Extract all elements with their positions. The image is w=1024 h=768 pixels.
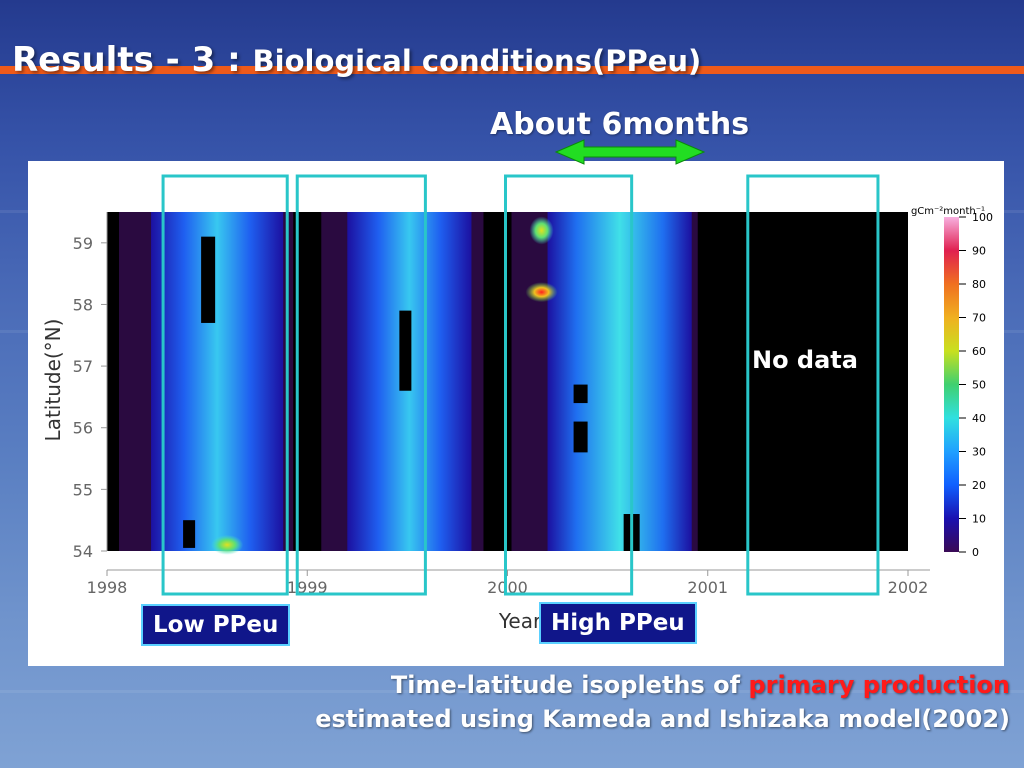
title-sub: Biological conditions(PPeu) bbox=[252, 44, 702, 78]
missing-patch bbox=[201, 236, 216, 323]
highlight-box bbox=[746, 174, 880, 596]
x-tick-label: 1998 bbox=[87, 578, 128, 597]
six-month-arrow bbox=[554, 139, 706, 165]
caption-highlight: primary production bbox=[748, 671, 1010, 699]
x-tick-label: 2000 bbox=[487, 578, 528, 597]
figure-caption: Time-latitude isopleths of primary produ… bbox=[0, 668, 1010, 736]
x-tick-label: 2002 bbox=[888, 578, 929, 597]
production-band bbox=[151, 212, 284, 551]
colorbar-tick-label: 100 bbox=[972, 211, 993, 224]
missing-region bbox=[107, 212, 120, 551]
data-peak bbox=[211, 534, 244, 555]
production-band bbox=[547, 212, 692, 551]
no-data-label: No data bbox=[752, 346, 858, 374]
highlight-boxes bbox=[161, 174, 880, 596]
y-tick-label: 55 bbox=[73, 480, 93, 499]
caption-line2: estimated using Kameda and Ishizaka mode… bbox=[315, 705, 1010, 733]
highlight-box bbox=[161, 174, 289, 596]
low-ppeu-label: Low PPeu bbox=[141, 604, 291, 646]
missing-patch bbox=[573, 384, 588, 404]
highlight-box bbox=[503, 174, 634, 596]
caption-line1: Time-latitude isopleths of bbox=[390, 671, 749, 699]
plot-area bbox=[107, 212, 908, 555]
missing-region bbox=[483, 212, 512, 551]
data-peak bbox=[525, 282, 558, 303]
data-peak bbox=[529, 216, 554, 245]
colorbar-tick-label: 0 bbox=[972, 546, 979, 559]
missing-patch bbox=[183, 520, 196, 548]
colorbar-tick-label: 80 bbox=[972, 278, 986, 291]
title-main: Results - 3 : bbox=[12, 40, 253, 80]
y-tick-label: 57 bbox=[73, 357, 93, 376]
colorbar-gradient bbox=[944, 217, 959, 552]
colorbar-tick-label: 60 bbox=[972, 345, 986, 358]
about-6months-label: About 6months bbox=[490, 107, 750, 142]
y-tick-label: 58 bbox=[73, 295, 93, 314]
colorbar-tick-label: 70 bbox=[972, 312, 986, 325]
y-tick-label: 54 bbox=[73, 542, 93, 561]
y-axis-label: Latitude(°N) bbox=[41, 319, 65, 442]
x-axis-label: Year bbox=[498, 609, 542, 633]
colorbar-tick-label: 10 bbox=[972, 513, 986, 526]
highlight-box bbox=[295, 174, 427, 596]
colorbar-tick-label: 90 bbox=[972, 245, 986, 258]
no-data-region bbox=[697, 212, 908, 551]
colorbar-unit: gCm⁻²month⁻¹ bbox=[911, 206, 985, 217]
colorbar-tick-label: 40 bbox=[972, 412, 986, 425]
colorbar-tick-label: 30 bbox=[972, 446, 986, 459]
x-tick-label: 2001 bbox=[687, 578, 728, 597]
slide-title: Results - 3 : Biological conditions(PPeu… bbox=[12, 38, 701, 83]
y-tick-label: 59 bbox=[73, 234, 93, 253]
y-tick-label: 56 bbox=[73, 419, 93, 438]
missing-patch bbox=[399, 310, 412, 391]
title-underline bbox=[0, 66, 1024, 74]
colorbar-tick-label: 20 bbox=[972, 479, 986, 492]
missing-patch bbox=[573, 421, 588, 453]
colorbar-tick-label: 50 bbox=[972, 379, 986, 392]
high-ppeu-label: High PPeu bbox=[539, 602, 697, 644]
